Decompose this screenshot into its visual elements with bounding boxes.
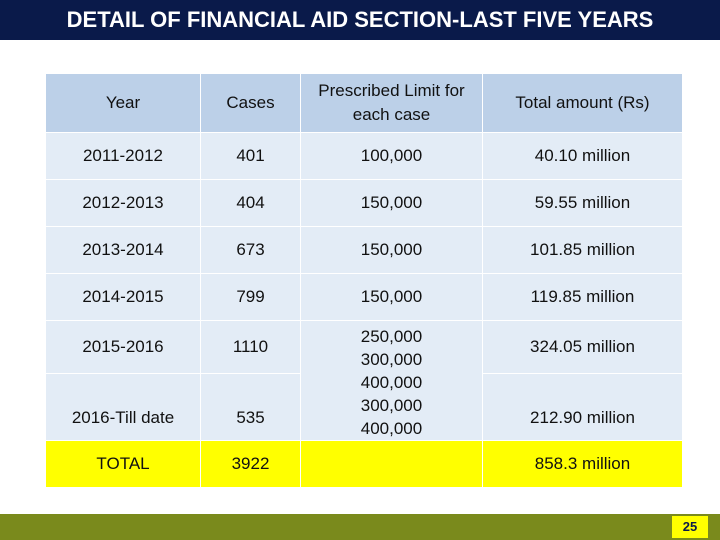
cell-total: 59.55 million bbox=[482, 179, 683, 227]
header-year: Year bbox=[45, 73, 201, 133]
total-limit bbox=[300, 440, 483, 488]
table-row: 2013-2014 673 150,000 101.85 million bbox=[45, 226, 683, 274]
limit-value: 400,000 bbox=[360, 419, 423, 438]
cell-cases: 799 bbox=[200, 273, 301, 321]
cell-year: 2014-2015 bbox=[45, 273, 201, 321]
cell-total: 324.05 million bbox=[482, 319, 683, 375]
limit-value: 400,000 bbox=[360, 373, 423, 392]
financial-aid-table: Year Cases Prescribed Limit for each cas… bbox=[45, 73, 683, 488]
cell-year: 2015-2016 bbox=[45, 319, 201, 375]
cell-year: 2013-2014 bbox=[45, 226, 201, 274]
table-row: 2011-2012 401 100,000 40.10 million bbox=[45, 132, 683, 180]
cell-merged-limits: 250,000 300,000 400,000 300,000 400,000 bbox=[300, 320, 483, 441]
cell-limit: 150,000 bbox=[300, 226, 483, 274]
cell-year: 2011-2012 bbox=[45, 132, 201, 180]
footer-bar bbox=[0, 514, 720, 540]
table-row: 2012-2013 404 150,000 59.55 million bbox=[45, 179, 683, 227]
cell-total: 212.90 million bbox=[482, 373, 683, 441]
total-label: TOTAL bbox=[45, 440, 201, 488]
cell-limit: 150,000 bbox=[300, 179, 483, 227]
header-cases: Cases bbox=[200, 73, 301, 133]
cell-year: 2016-Till date bbox=[45, 373, 201, 441]
total-amount: 858.3 million bbox=[482, 440, 683, 488]
cell-total: 119.85 million bbox=[482, 273, 683, 321]
cell-total: 101.85 million bbox=[482, 226, 683, 274]
table-row: 2016-Till date 535 212.90 million bbox=[45, 373, 683, 441]
table-header-row: Year Cases Prescribed Limit for each cas… bbox=[45, 73, 683, 133]
slide-title: DETAIL OF FINANCIAL AID SECTION-LAST FIV… bbox=[0, 0, 720, 40]
limit-value: 300,000 bbox=[360, 350, 423, 369]
cell-cases: 404 bbox=[200, 179, 301, 227]
page-number: 25 bbox=[672, 516, 708, 538]
cell-cases: 401 bbox=[200, 132, 301, 180]
cell-limit: 100,000 bbox=[300, 132, 483, 180]
total-cases: 3922 bbox=[200, 440, 301, 488]
cell-limit: 150,000 bbox=[300, 273, 483, 321]
table-row: 2014-2015 799 150,000 119.85 million bbox=[45, 273, 683, 321]
table-total-row: TOTAL 3922 858.3 million bbox=[45, 440, 683, 488]
cell-cases: 535 bbox=[200, 373, 301, 441]
cell-cases: 1110 bbox=[200, 319, 301, 375]
table-row: 2015-2016 1110 250,000 300,000 400,000 3… bbox=[45, 319, 683, 441]
limit-value: 250,000 bbox=[360, 327, 423, 346]
cell-year: 2012-2013 bbox=[45, 179, 201, 227]
header-prescribed-limit: Prescribed Limit for each case bbox=[300, 73, 483, 133]
limit-value: 300,000 bbox=[360, 396, 423, 415]
cell-total: 40.10 million bbox=[482, 132, 683, 180]
header-total-amount: Total amount (Rs) bbox=[482, 73, 683, 133]
cell-cases: 673 bbox=[200, 226, 301, 274]
